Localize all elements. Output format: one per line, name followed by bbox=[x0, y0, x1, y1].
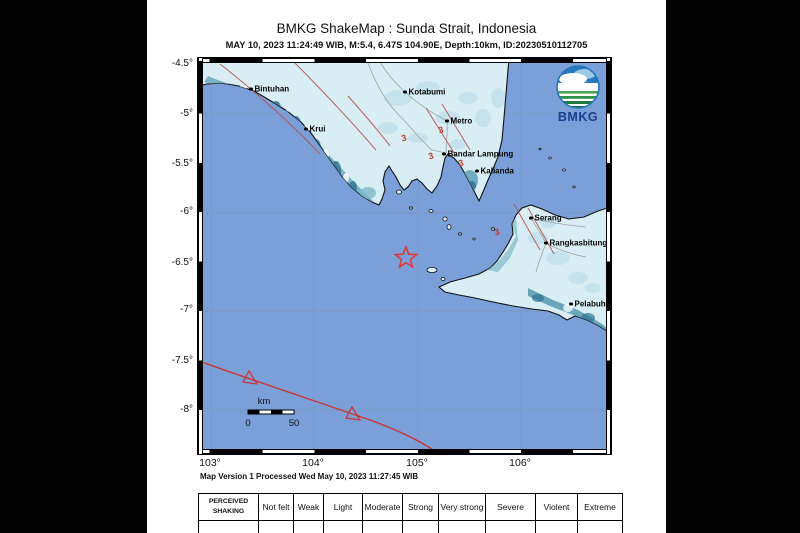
city-label: Kotabumi bbox=[408, 87, 446, 97]
scale-bar-unit: km bbox=[258, 396, 271, 407]
fault-lines bbox=[219, 58, 555, 255]
legend-cell bbox=[362, 520, 403, 533]
y-tick-label: -6° bbox=[180, 206, 193, 217]
event-info-line: MAY 10, 2023 11:24:49 WIB, M:5.4, 6.47S … bbox=[225, 40, 588, 50]
scale-bar-max: 50 bbox=[289, 418, 300, 429]
city-dot bbox=[442, 152, 446, 156]
x-tick-label: 105° bbox=[406, 457, 428, 469]
city-label: Krui bbox=[309, 124, 326, 134]
map-border-left bbox=[198, 58, 203, 454]
city-dot bbox=[544, 241, 548, 245]
legend-cell: Severe bbox=[485, 493, 536, 521]
x-tick-label: 104° bbox=[302, 457, 324, 469]
city-dot bbox=[249, 87, 253, 91]
y-tick-label: -8° bbox=[180, 404, 193, 415]
subduction-trench bbox=[198, 359, 441, 454]
map-border-top bbox=[198, 58, 611, 63]
city-label: Bintuhan bbox=[254, 84, 290, 94]
city-label: Metro bbox=[450, 116, 473, 126]
y-tick-label: -5.5° bbox=[171, 158, 193, 169]
legend-cell bbox=[438, 520, 486, 533]
scale-bar: km 0 50 bbox=[245, 396, 299, 429]
city-marker-serang: Serang bbox=[529, 214, 562, 223]
legend-row-perceived-shaking: PERCEIVED SHAKING Not felt Weak Light Mo… bbox=[198, 493, 623, 521]
city-marker-pelabuhan: Pelabuhan bbox=[569, 299, 612, 309]
y-tick-label: -4.5° bbox=[171, 58, 193, 69]
legend-cell: Weak bbox=[293, 493, 324, 521]
legend-cell bbox=[577, 520, 623, 533]
city-marker-kotabumi: Kotabumi bbox=[403, 88, 445, 97]
bmkg-logo: BMKG bbox=[556, 65, 600, 124]
epicenter-star bbox=[393, 244, 419, 269]
y-tick-label: -6.5° bbox=[171, 257, 193, 268]
city-marker-metro: Metro bbox=[445, 117, 472, 126]
bmkg-logo-label: BMKG bbox=[558, 110, 598, 124]
city-marker-bintuhan: Bintuhan bbox=[249, 85, 289, 94]
y-tick-label: -7° bbox=[180, 304, 193, 315]
shakemap-svg: BMKG km 0 50 bbox=[198, 58, 611, 454]
city-dot bbox=[475, 169, 479, 173]
sumatra-landmass bbox=[198, 58, 510, 206]
city-marker-rangkasbitung: Rangkasbitung bbox=[544, 239, 607, 248]
legend-cell: Moderate bbox=[362, 493, 403, 521]
city-dot bbox=[529, 216, 533, 220]
legend-row-header: POTENTIAL bbox=[198, 520, 259, 533]
map-border-right bbox=[606, 58, 611, 454]
legend-cell bbox=[402, 520, 439, 533]
legend-cell: Very strong bbox=[438, 493, 486, 521]
legend-cell bbox=[535, 520, 578, 533]
y-tick-label: -7.5° bbox=[171, 355, 193, 366]
legend-row-header: PERCEIVED SHAKING bbox=[198, 493, 259, 521]
map-title: BMKG ShakeMap : Sunda Strait, Indonesia bbox=[276, 21, 537, 36]
shakemap-canvas: BMKG km 0 50 3 3 3 3 3 Bintuhan Kot bbox=[197, 57, 612, 455]
legend-cell bbox=[485, 520, 536, 533]
x-tick-label: 103° bbox=[199, 457, 221, 469]
city-dot bbox=[445, 119, 449, 123]
scale-bar-min: 0 bbox=[245, 418, 250, 429]
city-label: Bandar Lampung bbox=[447, 149, 514, 159]
y-tick-label: -5° bbox=[180, 108, 193, 119]
java-landmass bbox=[437, 204, 611, 335]
small-islands bbox=[396, 147, 576, 281]
x-tick-label: 106° bbox=[509, 457, 531, 469]
city-dot bbox=[403, 90, 407, 94]
city-label: Serang bbox=[534, 213, 562, 223]
shakemap-figure: BMKG ShakeMap : Sunda Strait, Indonesia … bbox=[147, 0, 666, 533]
city-marker-krui: Krui bbox=[304, 125, 326, 134]
city-dot bbox=[304, 127, 308, 131]
legend-cell bbox=[323, 520, 363, 533]
legend-cell: Violent bbox=[535, 493, 578, 521]
legend-cell: Extreme bbox=[577, 493, 623, 521]
city-label: Pelabuhan bbox=[574, 299, 612, 309]
city-dot bbox=[569, 302, 573, 306]
legend-cell: Not felt bbox=[258, 493, 294, 521]
legend-cell bbox=[293, 520, 324, 533]
legend-row-potential: POTENTIAL bbox=[198, 520, 623, 533]
city-marker-kalianda: Kalianda bbox=[475, 167, 514, 176]
map-version-line: Map Version 1 Processed Wed May 10, 2023… bbox=[200, 472, 419, 481]
legend-cell: Strong bbox=[402, 493, 439, 521]
city-label: Kalianda bbox=[480, 166, 514, 176]
map-border-bottom bbox=[198, 449, 611, 454]
city-marker-bandar-lampung: Bandar Lampung bbox=[442, 150, 513, 159]
legend-cell bbox=[258, 520, 294, 533]
intensity-legend-table: PERCEIVED SHAKING Not felt Weak Light Mo… bbox=[198, 493, 623, 533]
legend-cell: Light bbox=[323, 493, 363, 521]
city-label: Rangkasbitung bbox=[549, 238, 608, 248]
